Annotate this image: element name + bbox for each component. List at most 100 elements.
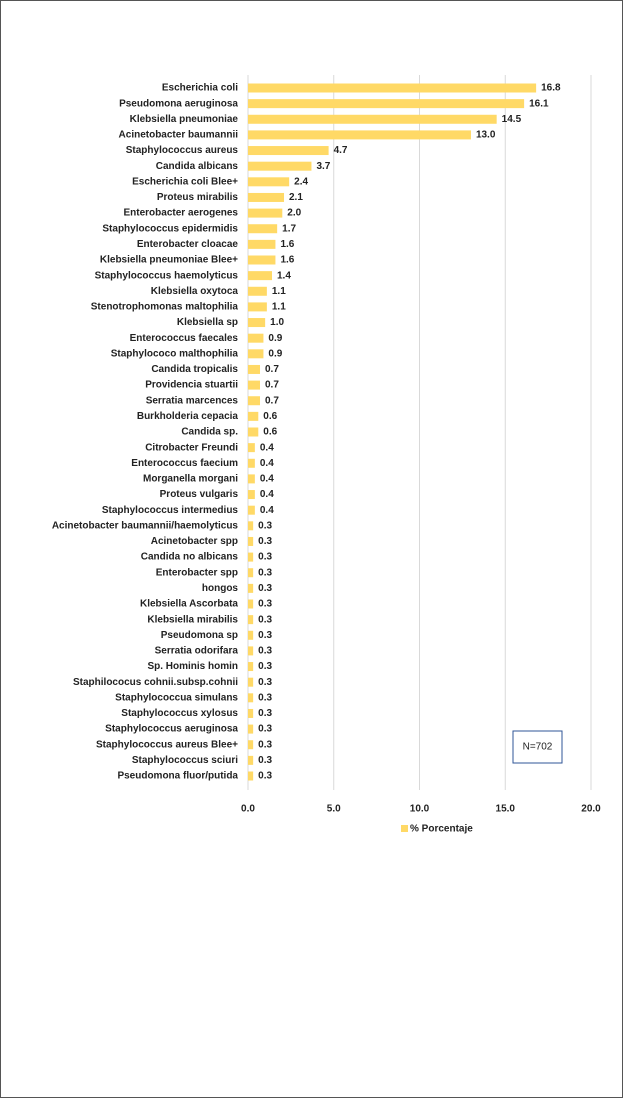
y-tick-label: Acinetobacter baumannii: [119, 130, 239, 141]
value-label: 3.7: [316, 161, 330, 172]
value-label: 14.5: [502, 114, 522, 125]
bar: [248, 130, 471, 140]
bar: [248, 318, 266, 328]
y-tick-label: Enterococcus faecales: [130, 333, 239, 344]
value-label: 0.3: [258, 739, 272, 750]
value-label: 0.7: [265, 380, 279, 391]
y-tick-label: Escherichia coli Blee+: [132, 176, 238, 187]
value-label: 1.0: [270, 317, 284, 328]
legend-swatch: [401, 825, 408, 832]
value-label: 0.6: [263, 427, 277, 438]
bar: [248, 380, 261, 390]
bar: [248, 536, 254, 546]
y-tick-label: Sp. Hominis homin: [147, 661, 238, 672]
value-label: 1.4: [277, 270, 291, 281]
y-tick-label: Staphilococus cohnii.subsp.cohnii: [73, 677, 238, 688]
value-label: 0.6: [263, 411, 277, 422]
value-label: 0.3: [258, 708, 272, 719]
y-tick-label: Enterobacter cloacae: [137, 239, 239, 250]
bar: [248, 177, 290, 187]
value-label: 0.3: [258, 646, 272, 657]
bar: [248, 239, 276, 249]
value-label: 0.4: [260, 458, 274, 469]
y-tick-label: Pseudomona aeruginosa: [119, 98, 238, 109]
bar: [248, 646, 254, 656]
bar: [248, 662, 254, 672]
y-tick-label: Staphylococcus aureus Blee+: [96, 739, 238, 750]
value-label: 2.4: [294, 176, 308, 187]
bar: [248, 208, 283, 218]
bar: [248, 411, 259, 421]
bar: [248, 114, 497, 124]
bar: [248, 146, 329, 156]
value-label: 0.4: [260, 442, 274, 453]
value-label: 1.1: [272, 302, 286, 313]
value-label: 2.1: [289, 192, 303, 203]
y-tick-label: Serratia marcences: [146, 395, 239, 406]
bar: [248, 427, 259, 437]
y-tick-label: Klebsiella oxytoca: [151, 286, 239, 297]
bar: [248, 83, 537, 93]
y-tick-label: Providencia stuartii: [145, 380, 238, 391]
y-tick-label: Escherichia coli: [162, 83, 238, 94]
bar: [248, 521, 254, 531]
y-tick-label: Proteus mirabilis: [157, 192, 239, 203]
y-tick-label: Candida tropicalis: [151, 364, 238, 375]
bar: [248, 552, 254, 562]
bar: [248, 161, 312, 171]
bar: [248, 755, 254, 765]
value-label: 0.9: [268, 348, 282, 359]
bar: [248, 99, 525, 109]
value-label: 0.3: [258, 614, 272, 625]
value-label: 0.3: [258, 599, 272, 610]
y-tick-label: Staphylococcus aureus: [126, 145, 239, 156]
value-label: 13.0: [476, 130, 496, 141]
bar: [248, 271, 273, 281]
bar: [248, 677, 254, 687]
y-tick-label: Candida sp.: [181, 427, 238, 438]
y-tick-label: Staphylococcus sciuri: [132, 755, 238, 766]
bar: [248, 333, 264, 343]
x-tick-label: 0.0: [241, 804, 255, 815]
value-label: 1.6: [280, 239, 294, 250]
y-tick-label: hongos: [202, 583, 239, 594]
y-tick-label: Candida albicans: [156, 161, 239, 172]
y-tick-label: Morganella morgani: [143, 474, 238, 485]
y-tick-label: Acinetobacter spp: [151, 536, 238, 547]
y-tick-label: Burkholderia cepacia: [137, 411, 239, 422]
y-tick-label: Enterococcus faecium: [131, 458, 238, 469]
value-label: 16.8: [541, 83, 561, 94]
bar: [248, 224, 278, 234]
value-label: 0.3: [258, 630, 272, 641]
bar: [248, 396, 261, 406]
bar: [248, 693, 254, 703]
y-tick-label: Pseudomona fluor/putida: [117, 771, 238, 782]
y-tick-label: Klebsiella pneumoniae: [130, 114, 239, 125]
value-label: 4.7: [334, 145, 348, 156]
bar: [248, 302, 267, 312]
bar: [248, 443, 255, 453]
y-tick-label: Staphylococo malthophilia: [111, 348, 239, 359]
x-tick-label: 5.0: [327, 804, 341, 815]
value-label: 0.3: [258, 661, 272, 672]
x-tick-label: 20.0: [581, 804, 601, 815]
value-label: 0.3: [258, 724, 272, 735]
bar: [248, 255, 276, 265]
value-label: 0.3: [258, 583, 272, 594]
value-label: 0.3: [258, 677, 272, 688]
value-label: 1.6: [280, 255, 294, 266]
value-label: 0.4: [260, 474, 274, 485]
bar: [248, 771, 254, 781]
bar: [248, 490, 255, 500]
y-tick-label: Proteus vulgaris: [160, 489, 239, 500]
value-label: 1.7: [282, 223, 296, 234]
x-tick-label: 10.0: [410, 804, 430, 815]
x-tick-label: 15.0: [496, 804, 516, 815]
y-tick-label: Candida no albicans: [141, 552, 239, 563]
bar: [248, 615, 254, 625]
bar: [248, 583, 254, 593]
y-tick-label: Klebsiella pneumoniae Blee+: [100, 255, 238, 266]
value-label: 1.1: [272, 286, 286, 297]
value-label: 0.4: [260, 489, 274, 500]
